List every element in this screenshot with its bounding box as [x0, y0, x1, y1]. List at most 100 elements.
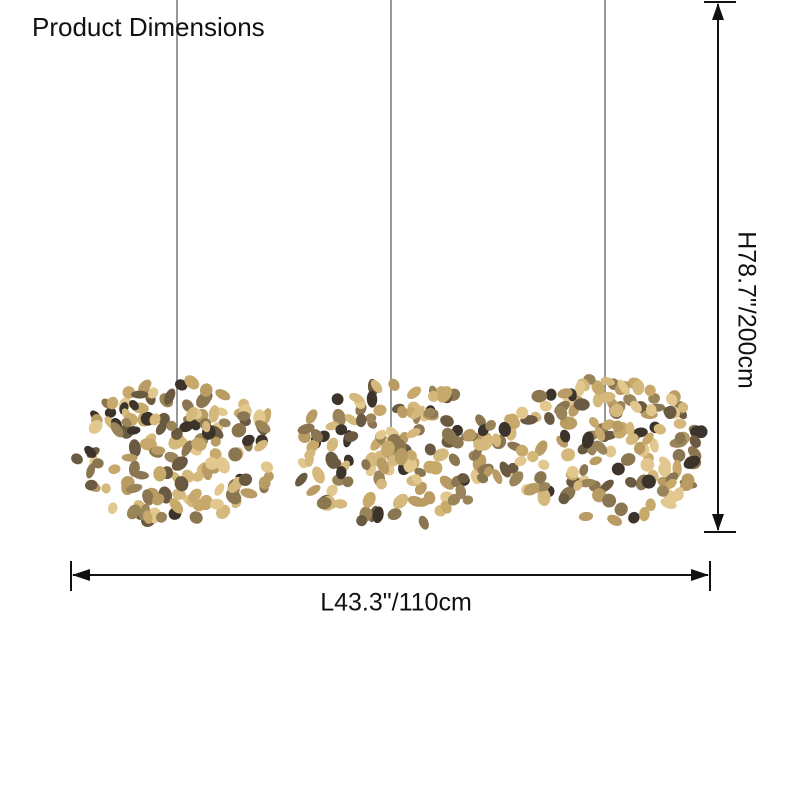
leaf	[614, 502, 628, 517]
leaf	[86, 463, 96, 479]
leaf	[645, 404, 657, 417]
leaf	[579, 464, 589, 476]
leaf	[581, 431, 594, 449]
leaf	[129, 399, 139, 411]
leaf	[440, 415, 454, 427]
leaf	[344, 413, 359, 426]
leaf	[594, 426, 606, 442]
leaf	[625, 477, 637, 488]
leaf	[573, 398, 590, 411]
leaf	[633, 441, 646, 455]
leaf	[485, 420, 496, 431]
leaf	[85, 479, 98, 491]
leaf	[164, 388, 176, 405]
leaf	[649, 438, 659, 453]
title: Product Dimensions	[32, 12, 265, 42]
leaf	[531, 389, 548, 403]
length-label: L43.3"/110cm	[320, 589, 472, 617]
leaf	[88, 419, 103, 434]
leaf	[609, 403, 624, 418]
leaf	[210, 498, 224, 510]
leaf	[683, 455, 701, 469]
leaf	[591, 380, 605, 396]
leaf	[326, 437, 339, 452]
leaf	[545, 388, 557, 401]
leaf	[630, 400, 642, 413]
leaf	[169, 498, 184, 514]
leaf	[376, 478, 387, 490]
leaf	[483, 466, 493, 478]
leaf	[181, 440, 193, 457]
leaf	[336, 466, 347, 480]
leaf	[231, 423, 247, 438]
leaf	[381, 440, 395, 457]
leaf	[673, 491, 684, 501]
leaf	[516, 406, 529, 419]
leaf	[238, 473, 253, 487]
leaf	[602, 493, 617, 508]
leaf	[534, 471, 547, 484]
leaf	[375, 429, 387, 440]
leaf	[210, 436, 221, 447]
leaf	[236, 411, 251, 421]
leaf	[310, 429, 323, 443]
leaf	[555, 405, 568, 421]
leaf	[192, 471, 204, 482]
leaf	[625, 433, 639, 446]
leaf	[593, 440, 608, 455]
leaf	[462, 428, 477, 442]
leaf	[665, 478, 677, 490]
leaf	[331, 393, 344, 406]
leaf	[133, 470, 149, 480]
leaf	[641, 474, 656, 489]
leaf	[457, 473, 470, 484]
leaf	[202, 420, 211, 433]
leaf	[539, 400, 552, 412]
leaf	[199, 383, 213, 397]
leaf	[544, 412, 555, 425]
leaf	[437, 386, 453, 403]
leaf	[106, 396, 119, 410]
leaf	[407, 495, 425, 507]
leaf	[448, 453, 461, 467]
leaf	[664, 405, 677, 420]
leaf	[410, 405, 425, 420]
leaf	[658, 462, 672, 477]
leaf	[242, 434, 255, 447]
leaf	[424, 443, 436, 456]
leaf	[660, 498, 677, 509]
leaf	[110, 422, 124, 438]
leaf	[179, 421, 194, 433]
leaf	[297, 423, 315, 435]
leaf	[656, 485, 669, 497]
leaf	[492, 469, 503, 485]
leaf	[172, 488, 186, 500]
leaf	[392, 493, 409, 509]
leaf	[536, 482, 551, 492]
leaf	[388, 378, 400, 391]
leaf	[689, 435, 701, 448]
leaf	[498, 421, 511, 437]
leaf	[639, 506, 650, 522]
leaf	[673, 418, 687, 429]
leaf	[600, 377, 615, 386]
leaf	[558, 493, 570, 505]
leaf	[515, 444, 529, 457]
leaf	[365, 413, 377, 424]
leaf	[476, 473, 489, 484]
leaf	[607, 514, 622, 526]
arrow-head	[72, 569, 90, 581]
leaf	[598, 391, 616, 403]
leaf	[447, 493, 461, 506]
leaf	[411, 474, 422, 485]
leaf	[139, 438, 157, 451]
leaf	[208, 405, 220, 423]
leaf	[632, 379, 645, 396]
leaf	[335, 424, 348, 436]
leaf	[537, 488, 551, 507]
leaf	[258, 476, 271, 490]
leaf	[342, 476, 354, 488]
leaf	[645, 498, 656, 511]
leaf	[225, 488, 242, 505]
